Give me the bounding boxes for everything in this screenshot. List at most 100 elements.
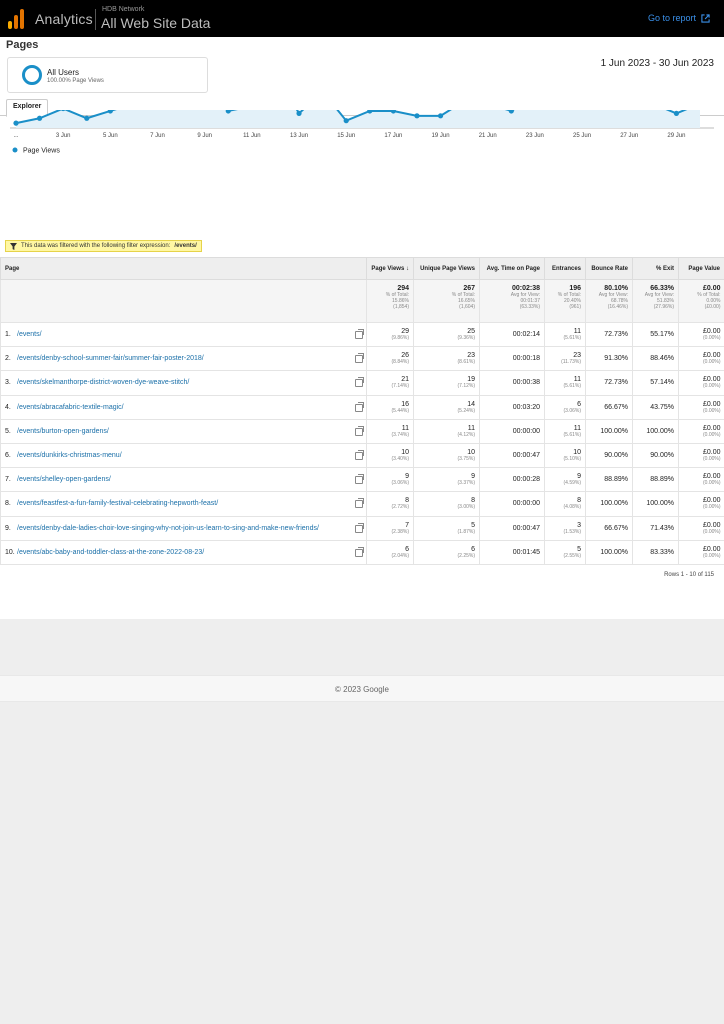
entrances-cell: 10 (5.10%): [544, 443, 586, 469]
page-value-cell: £0.00 (0.00%): [678, 443, 724, 469]
tab-explorer[interactable]: Explorer: [6, 99, 49, 117]
unique-page-views-cell: 9 (3.37%): [413, 467, 480, 493]
column-header-page-views[interactable]: Page Views ↓: [366, 257, 414, 280]
data-point: [84, 115, 90, 121]
analytics-logo-icon: [8, 9, 26, 29]
bounce-rate-cell: 100.00%: [585, 540, 633, 565]
page-link[interactable]: /events/: [17, 331, 42, 339]
unique-page-views-cell: 25 (9.36%): [413, 322, 480, 348]
avg-time-cell: 00:01:45: [479, 540, 545, 565]
table-row: 6. /events/dunkirks-christmas-menu/10 (3.4…: [0, 443, 724, 469]
entrances-cell: 23 (11.73%): [544, 346, 586, 372]
pages-table: Page Page Views ↓ Unique Page Views Avg.…: [0, 257, 724, 565]
totals-page-cell: [0, 279, 367, 323]
open-page-icon[interactable]: [355, 329, 364, 339]
open-page-icon[interactable]: [355, 353, 364, 364]
table-row: 3. /events/skelmanthorpe-district-woven-d…: [0, 370, 724, 396]
segment-chip[interactable]: All Users 100.00% Page Views: [7, 57, 208, 93]
exit-cell: 100.00%: [632, 419, 679, 444]
x-tick-label: 15 Jun: [337, 133, 355, 139]
column-header-entrances[interactable]: Entrances: [544, 257, 586, 280]
page-cell: 10./events/abc-baby-and-toddler-class-at…: [0, 540, 367, 565]
avg-time-cell: 00:00:47: [479, 516, 545, 541]
unique-page-views-cell: 5 (1.87%): [413, 516, 480, 541]
totals-exit: 66.33% Avg for View: 51.83% (27.96%): [632, 279, 679, 323]
column-header-page-value[interactable]: Page Value: [678, 257, 724, 280]
column-header-page[interactable]: Page: [0, 257, 367, 280]
page-link[interactable]: /events/abc-baby-and-toddler-class-at-th…: [17, 548, 205, 556]
property-view-selector[interactable]: All Web Site Data: [101, 15, 211, 31]
open-page-icon[interactable]: [355, 449, 364, 460]
page-link[interactable]: /events/burton-open-gardens/: [17, 427, 109, 435]
row-index: 4.: [5, 403, 11, 411]
open-page-icon[interactable]: [355, 401, 364, 412]
open-page-icon[interactable]: [355, 474, 364, 485]
data-point: [390, 110, 396, 114]
date-range-picker[interactable]: 1 Jun 2023 - 30 Jun 2023: [600, 58, 714, 69]
page-cell: 4. /events/abracafabric-textile-magic/: [0, 395, 367, 420]
totals-unique-page-views: 267% of Total: 16.65% (1,604): [413, 279, 480, 323]
x-tick-label: 25 Jun: [573, 133, 591, 139]
unique-page-views-cell: 23 (8.61%): [413, 346, 480, 372]
x-tick-label: 7 Jun: [150, 133, 165, 139]
account-network: HDB Network: [102, 6, 145, 13]
column-header-avg-time[interactable]: Avg. Time on Page: [479, 257, 545, 280]
entrances-cell: 11 (5.61%): [544, 322, 586, 348]
unique-page-views-cell: 10 (3.75%): [413, 443, 480, 469]
exit-cell: 43.75%: [632, 395, 679, 420]
avg-time-cell: 00:00:00: [479, 491, 545, 517]
unique-page-views-cell: 8 (3.00%): [413, 491, 480, 517]
table-row: 5./events/burton-open-gardens/11 (3.74%) 1…: [0, 419, 724, 444]
bounce-rate-cell: 91.30%: [585, 346, 633, 372]
row-index: 3.: [5, 379, 11, 387]
entrances-cell: 5 (2.55%): [544, 540, 586, 565]
bounce-rate-cell: 100.00%: [585, 419, 633, 444]
row-index: 1.: [5, 331, 11, 339]
table-row: 7./events/shelley-open-gardens/9 (3.06%) 9…: [0, 467, 724, 493]
exit-cell: 57.14%: [632, 370, 679, 396]
series-area: [16, 110, 700, 128]
column-header-unique-page-views[interactable]: Unique Page Views: [413, 257, 480, 280]
segment-subtitle: 100.00% Page Views: [47, 78, 104, 84]
bounce-rate-cell: 90.00%: [585, 443, 633, 469]
table-row: 2. /events/denby-school-summer-fair/summe…: [0, 346, 724, 372]
page-value-cell: £0.00 (0.00%): [678, 467, 724, 493]
page-link[interactable]: /events/abracafabric-textile-magic/: [17, 403, 124, 411]
column-header-bounce-rate[interactable]: Bounce Rate: [585, 257, 633, 280]
open-page-icon[interactable]: [355, 522, 364, 533]
page-link[interactable]: /events/denby-school-summer-fair/summer-…: [17, 355, 204, 363]
header-divider: [95, 9, 96, 30]
app-name: Analytics: [35, 11, 93, 27]
table-row: 1. /events/29 (9.86%) 25 (9.36%) 00:02:14 11 (5…: [0, 322, 724, 348]
data-point: [414, 113, 420, 119]
go-to-report-link[interactable]: Go to report: [648, 13, 710, 23]
page-views-cell: 26 (8.84%): [366, 346, 414, 372]
row-index: 9.: [5, 524, 11, 532]
unique-page-views-cell: 14 (5.24%): [413, 395, 480, 420]
open-page-icon[interactable]: [355, 498, 364, 509]
avg-time-cell: 00:00:18: [479, 346, 545, 372]
page-cell: 5. /events/burton-open-gardens/: [0, 419, 367, 444]
page-views-cell: 8 (2.72%): [366, 491, 414, 517]
avg-time-cell: 00:00:28: [479, 467, 545, 493]
page-link[interactable]: /events/skelmanthorpe-district-woven-dye…: [17, 379, 190, 387]
column-header-exit[interactable]: % Exit: [632, 257, 679, 280]
exit-cell: 90.00%: [632, 443, 679, 469]
page-link[interactable]: /events/dunkirks-christmas-menu/: [17, 452, 122, 460]
open-page-icon[interactable]: [355, 377, 364, 388]
x-tick-label: 5 Jun: [103, 133, 118, 139]
page-title: Pages: [6, 39, 39, 51]
table-row: 8. /events/feastfest-a-fun-family-festiva…: [0, 491, 724, 517]
exit-cell: 55.17%: [632, 322, 679, 348]
page-value-cell: £0.00 (0.00%): [678, 540, 724, 565]
page-link[interactable]: /events/shelley-open-gardens/: [17, 476, 111, 484]
bounce-rate-cell: 88.89%: [585, 467, 633, 493]
page-link[interactable]: /events/feastfest-a-fun-family-festival-…: [17, 500, 219, 508]
open-page-icon[interactable]: [355, 425, 364, 436]
page-link[interactable]: /events/denby-dale-ladies-choir-love-sin…: [17, 524, 319, 532]
data-point: [13, 120, 19, 126]
page-value-cell: £0.00 (0.00%): [678, 516, 724, 541]
page-cell: 9. /events/denby-dale-ladies-choir-love-s…: [0, 516, 367, 541]
open-page-icon[interactable]: [355, 546, 364, 557]
